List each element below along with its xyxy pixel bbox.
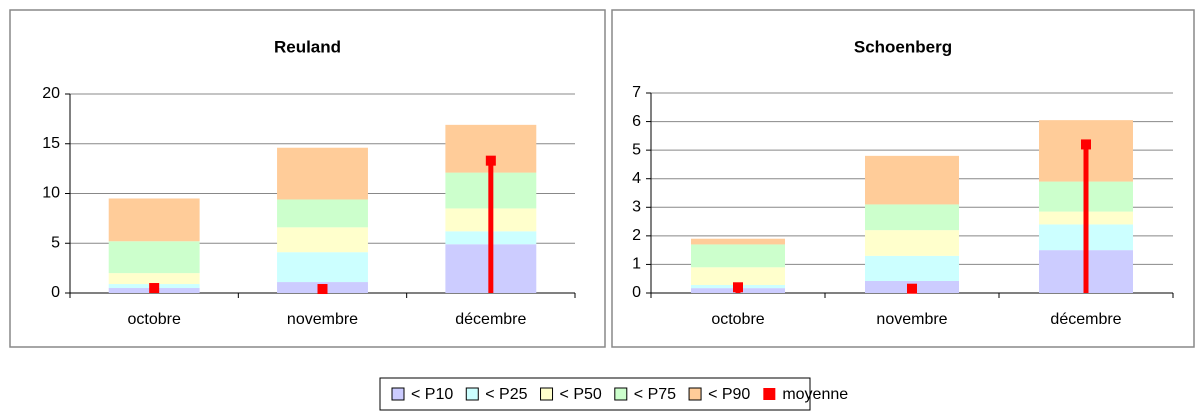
chart-title: Reuland (274, 37, 341, 56)
mean-marker (485, 155, 496, 166)
legend-label: < P90 (708, 386, 750, 403)
legend-swatch (391, 387, 405, 401)
y-tick-label: 20 (42, 85, 60, 102)
y-tick-label: 3 (632, 199, 641, 216)
y-tick-label: 1 (632, 256, 641, 273)
y-tick-label: 4 (632, 170, 641, 187)
x-tick-label: décembre (455, 311, 526, 328)
legend-label: < P50 (560, 386, 602, 403)
bar-segment (691, 267, 785, 285)
y-tick-label: 7 (632, 84, 641, 101)
x-tick-label: octobre (711, 311, 764, 328)
legend-swatch (465, 387, 479, 401)
mean-marker (907, 283, 917, 294)
legend-label: < P10 (411, 386, 453, 403)
bar-segment (277, 227, 368, 253)
legend-swatch (540, 387, 554, 401)
legend-box (379, 377, 811, 411)
bar-segment (108, 198, 200, 242)
y-tick-label: 5 (632, 141, 641, 158)
bar-segment (865, 204, 959, 231)
x-tick-label: novembre (287, 311, 358, 328)
y-tick-label: 0 (51, 284, 60, 301)
legend-label: < P25 (485, 386, 527, 403)
bar-segment (277, 199, 368, 228)
y-tick-label: 0 (632, 284, 641, 301)
mean-marker (1081, 139, 1091, 150)
y-tick-label: 15 (42, 135, 60, 152)
bar-segment (865, 155, 959, 205)
x-tick-label: octobre (127, 311, 180, 328)
y-tick-label: 10 (42, 185, 60, 202)
bar-segment (277, 252, 368, 283)
legend-swatch (763, 388, 776, 400)
bar-segment (108, 241, 200, 274)
x-tick-label: décembre (1050, 311, 1121, 328)
legend-swatch (614, 387, 628, 401)
bar-segment (277, 147, 368, 200)
chart-title: Schoenberg (854, 37, 952, 56)
bar-segment (108, 273, 200, 285)
bar-segment (691, 244, 785, 268)
legend-label: < P75 (634, 386, 676, 403)
legend-label: moyenne (782, 386, 848, 403)
y-tick-label: 6 (632, 113, 641, 130)
y-tick-label: 5 (51, 234, 60, 251)
x-tick-label: novembre (876, 311, 947, 328)
bar-segment (691, 238, 785, 245)
bar-segment (865, 255, 959, 281)
legend-swatch (688, 387, 702, 401)
mean-marker (733, 282, 743, 293)
y-tick-label: 2 (632, 227, 641, 244)
mean-marker (149, 283, 160, 294)
mean-marker (317, 284, 328, 295)
bar-segment (865, 230, 959, 256)
